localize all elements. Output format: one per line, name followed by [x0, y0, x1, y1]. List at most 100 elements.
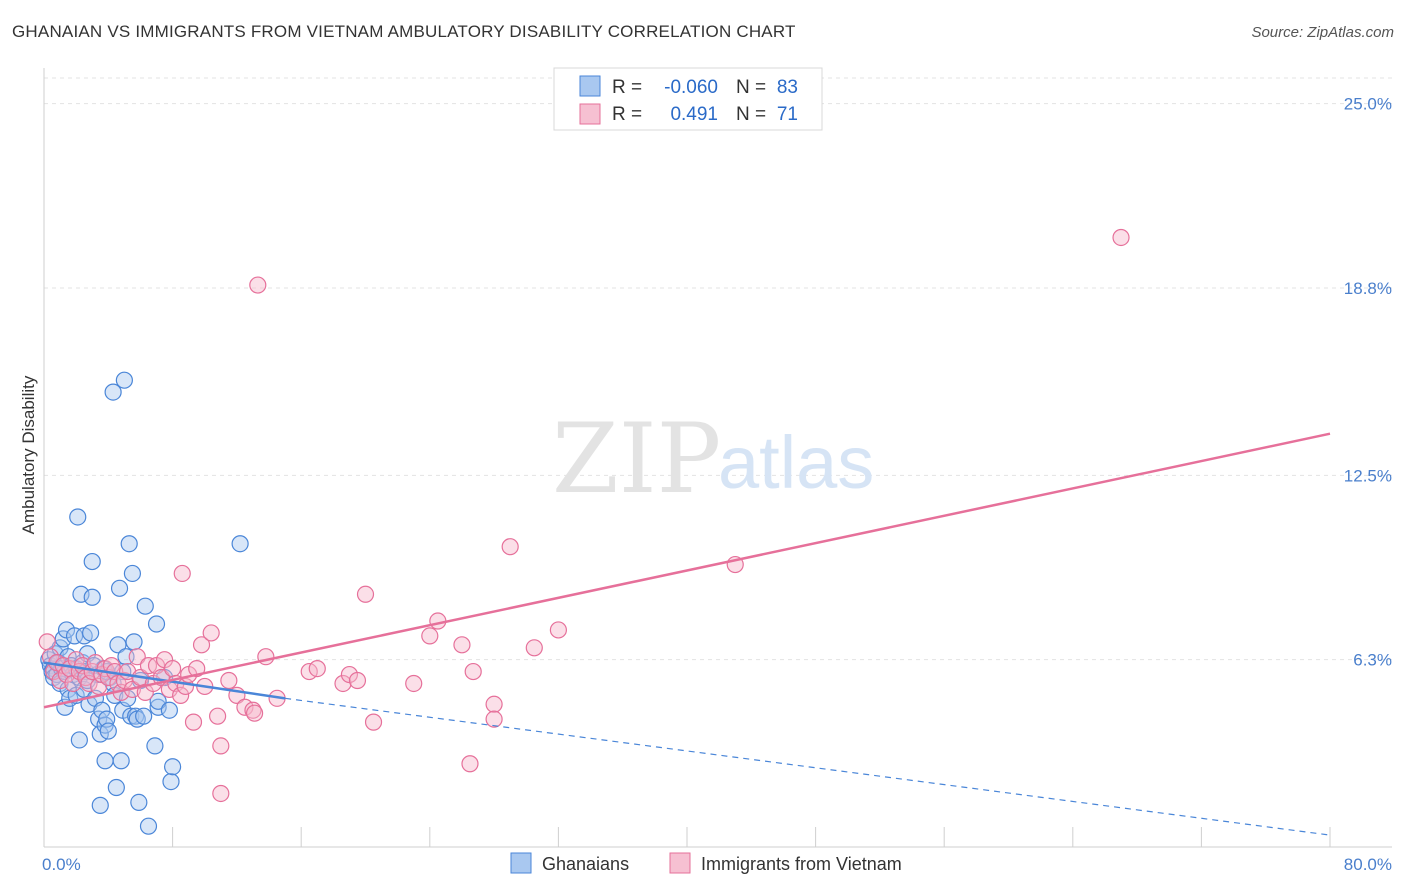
point-vietnam-74 [525, 639, 543, 657]
point-vietnam-55 [249, 276, 267, 294]
series-vietnam-points [38, 228, 1130, 803]
point-ghanaians-67 [130, 793, 148, 812]
y-tick-label-3: 25.0% [1344, 95, 1392, 114]
point-vietnam-53 [244, 701, 262, 719]
legend-n-value-2: 71 [777, 104, 798, 125]
legend-n-label-1: N = [736, 77, 766, 98]
point-vietnam-44 [192, 636, 211, 654]
y-axis-label: Ambulatory Disability [19, 375, 38, 534]
point-ghanaians-74 [149, 698, 167, 716]
point-vietnam-43 [188, 660, 206, 678]
legend-r-label-1: R = [612, 77, 642, 98]
point-ghanaians-69 [135, 707, 153, 725]
point-vietnam-72 [485, 710, 503, 728]
point-ghanaians-72 [146, 737, 164, 755]
bottom-legend-label-vietnam: Immigrants from Vietnam [701, 854, 902, 874]
point-ghanaians-33 [82, 624, 100, 642]
point-ghanaians-41 [91, 796, 109, 814]
point-vietnam-49 [212, 784, 230, 803]
point-ghanaians-61 [120, 535, 138, 553]
series-legend: Ghanaians Immigrants from Vietnam [510, 852, 902, 874]
point-ghanaians-78 [162, 772, 180, 791]
chart-title: GHANAIAN VS IMMIGRANTS FROM VIETNAM AMBU… [12, 22, 796, 41]
legend-n-label-2: N = [736, 104, 766, 125]
watermark: ZIP atlas [552, 403, 874, 515]
chart-source: Source: ZipAtlas.com [1251, 24, 1394, 41]
point-vietnam-68 [453, 636, 471, 654]
point-vietnam-42 [184, 713, 203, 731]
legend-r-value-2: 0.491 [670, 104, 718, 125]
point-vietnam-40 [173, 564, 191, 583]
y-tick-label-1: 12.5% [1344, 466, 1392, 485]
point-ghanaians-63 [123, 564, 142, 583]
point-vietnam-75 [549, 621, 568, 639]
bottom-legend-swatch-ghanaians [510, 852, 532, 874]
watermark-atlas: atlas [718, 421, 874, 504]
point-vietnam-62 [348, 671, 367, 690]
point-ghanaians-23 [69, 508, 87, 526]
legend-r-label-2: R = [612, 104, 642, 125]
point-ghanaians-11 [54, 630, 72, 648]
watermark-zip: ZIP [552, 403, 721, 515]
point-ghanaians-45 [96, 752, 114, 770]
point-ghanaians-71 [139, 817, 158, 835]
point-vietnam-77 [1112, 228, 1130, 247]
point-ghanaians-20 [65, 627, 84, 645]
point-ghanaians-49 [104, 383, 122, 401]
point-ghanaians-53 [109, 636, 127, 654]
tick-labels: 6.3% 12.5% 18.8% 25.0% 0.0% 80.0% [42, 95, 1392, 874]
stats-legend: R = -0.060 N = 83 R = 0.491 N = 71 [553, 67, 823, 131]
bottom-legend-swatch-vietnam [669, 852, 691, 874]
point-ghanaians-52 [107, 778, 125, 797]
point-vietnam-69 [461, 755, 479, 773]
point-vietnam-65 [405, 674, 423, 693]
trend-lines [43, 432, 1331, 836]
point-vietnam-47 [209, 707, 227, 725]
x-tick-label-1: 80.0% [1344, 855, 1392, 874]
legend-swatch-blue [579, 75, 601, 97]
point-ghanaians-34 [83, 588, 101, 606]
point-ghanaians-77 [160, 701, 178, 719]
point-ghanaians-70 [136, 597, 154, 615]
point-ghanaians-35 [83, 552, 101, 571]
point-vietnam-71 [485, 695, 503, 713]
point-vietnam-48 [212, 737, 230, 755]
y-tick-label-0: 6.3% [1353, 651, 1392, 670]
point-ghanaians-75 [149, 692, 167, 710]
point-vietnam-63 [356, 585, 375, 603]
point-ghanaians-80 [231, 535, 249, 553]
point-ghanaians-47 [99, 722, 117, 740]
axes [43, 68, 1392, 848]
point-vietnam-36 [164, 660, 182, 678]
point-vietnam-54 [245, 704, 264, 722]
point-vietnam-0 [38, 633, 56, 651]
point-ghanaians-58 [115, 371, 133, 389]
point-vietnam-59 [308, 660, 326, 678]
legend-r-value-1: -0.060 [664, 77, 718, 98]
series-ghanaians-points [40, 371, 249, 835]
x-tick-label-0: 0.0% [42, 855, 81, 874]
point-vietnam-64 [364, 713, 383, 731]
point-ghanaians-55 [112, 752, 130, 770]
point-ghanaians-64 [125, 633, 143, 651]
point-ghanaians-54 [110, 579, 129, 597]
point-vietnam-60 [334, 674, 352, 693]
point-vietnam-38 [172, 686, 190, 704]
trend-line-vietnam [43, 432, 1331, 709]
trend-line-ghanaians-extrapolated [285, 697, 1331, 836]
y-tick-label-2: 18.8% [1344, 279, 1392, 298]
point-ghanaians-73 [147, 615, 166, 633]
point-vietnam-70 [464, 662, 482, 681]
point-vietnam-50 [220, 671, 238, 690]
gridlines [44, 77, 1392, 661]
point-ghanaians-26 [72, 585, 90, 603]
point-vietnam-27 [128, 648, 146, 666]
point-ghanaians-79 [164, 758, 182, 776]
legend-n-value-1: 83 [777, 77, 798, 98]
legend-swatch-pink [579, 103, 601, 125]
point-ghanaians-25 [70, 731, 88, 749]
bottom-legend-label-ghanaians: Ghanaians [542, 854, 629, 874]
point-vietnam-73 [501, 538, 519, 556]
point-vietnam-66 [421, 627, 439, 645]
